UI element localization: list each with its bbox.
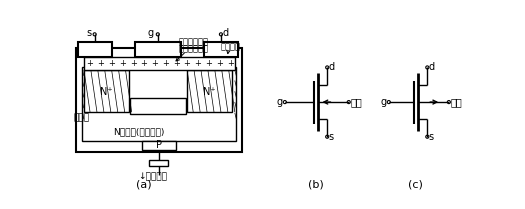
Text: 二氧化硅: 二氧化硅 xyxy=(221,42,241,51)
Text: (b): (b) xyxy=(308,180,323,190)
Text: +: + xyxy=(151,59,158,68)
Text: s: s xyxy=(329,133,334,143)
Text: +: + xyxy=(141,59,148,68)
Text: +: + xyxy=(119,59,126,68)
Bar xyxy=(82,68,236,141)
Text: g: g xyxy=(381,97,386,107)
Text: g: g xyxy=(277,97,282,107)
Text: +: + xyxy=(108,59,115,68)
Text: g: g xyxy=(148,28,154,38)
Text: +: + xyxy=(97,59,104,68)
Bar xyxy=(76,48,242,152)
Text: N型沟道(初始沟道): N型沟道(初始沟道) xyxy=(113,127,164,136)
Text: (c): (c) xyxy=(408,180,423,190)
Text: N⁺: N⁺ xyxy=(203,87,216,97)
Text: 离子的绝缘层: 离子的绝缘层 xyxy=(178,45,208,54)
Text: 衬底: 衬底 xyxy=(450,97,462,107)
Text: +: + xyxy=(130,59,137,68)
Text: +: + xyxy=(227,59,234,68)
Bar xyxy=(135,42,181,57)
Bar xyxy=(142,141,175,150)
Text: +: + xyxy=(184,59,191,68)
Bar xyxy=(187,70,232,112)
Text: P: P xyxy=(155,140,162,150)
Text: s: s xyxy=(87,28,91,38)
Text: 掺杂后具有正: 掺杂后具有正 xyxy=(178,38,208,47)
Text: +: + xyxy=(87,59,93,68)
Text: 衬底: 衬底 xyxy=(350,97,362,107)
Bar xyxy=(78,42,112,57)
Bar xyxy=(84,57,235,70)
Text: +: + xyxy=(216,59,223,68)
Text: +: + xyxy=(205,59,212,68)
Bar xyxy=(204,42,238,57)
Text: (a): (a) xyxy=(136,180,152,190)
Text: ↓衬底引线: ↓衬底引线 xyxy=(139,172,167,181)
Text: 耗尽层: 耗尽层 xyxy=(73,113,89,122)
Text: d: d xyxy=(223,28,228,38)
Text: d: d xyxy=(429,62,435,72)
Bar xyxy=(84,70,129,112)
Text: N⁺: N⁺ xyxy=(100,87,112,97)
Text: +: + xyxy=(173,59,180,68)
Text: s: s xyxy=(429,133,434,143)
Bar xyxy=(130,98,185,114)
Text: +: + xyxy=(162,59,169,68)
Text: d: d xyxy=(329,62,335,72)
Bar xyxy=(149,160,168,166)
Text: +: + xyxy=(194,59,201,68)
